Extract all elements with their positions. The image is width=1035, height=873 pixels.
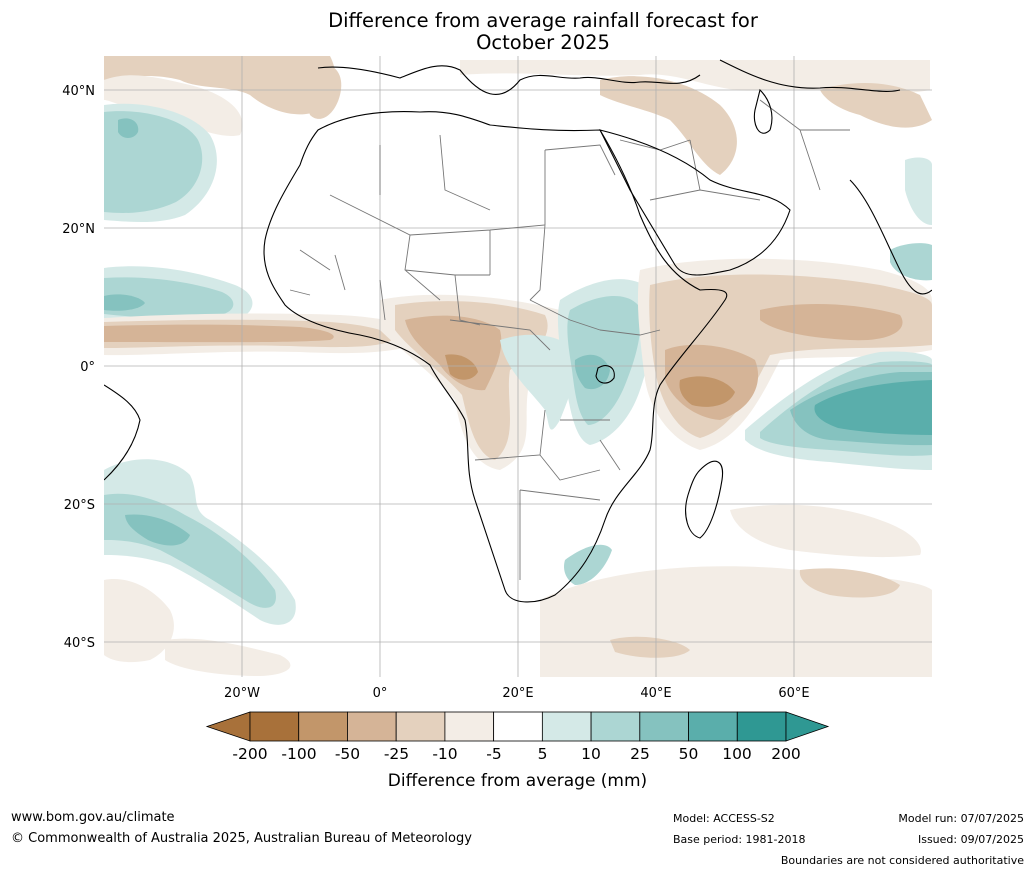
colorbar: -200 -100 -50 -25 -10 -5 5 10 25 50 100 … <box>205 711 830 791</box>
coastline-south-america <box>104 384 141 481</box>
coastline-arabia <box>598 129 791 276</box>
lat-label-40s: 40°S <box>64 636 95 651</box>
wet-region-central-africa-outer <box>500 334 577 430</box>
colorbar-tick-label: -50 <box>335 745 360 763</box>
colorbar-ticks: -200 -100 -50 -25 -10 -5 5 10 25 50 100 … <box>232 745 800 763</box>
footer-model-run: Model run: 07/07/2025 <box>898 812 1024 825</box>
colorbar-tick-label: 25 <box>630 745 650 763</box>
footer-model: Model: ACCESS-S2 <box>673 812 775 825</box>
latitude-labels: 40°N 20°N 0° 20°S 40°S <box>62 84 95 651</box>
colorbar-bin <box>541 711 592 742</box>
colorbar-bin <box>444 711 495 742</box>
rainfall-anomaly-shading <box>104 56 932 677</box>
dry-region-gulf-of-guinea-core <box>445 354 478 380</box>
colorbar-bin <box>298 711 348 742</box>
coastline-india <box>849 179 932 295</box>
dry-region-west-asia <box>820 83 932 128</box>
coastline-caspian <box>753 88 773 134</box>
lat-label-20s: 20°S <box>64 498 95 513</box>
wet-region-tropical-atlantic-core <box>104 294 145 311</box>
coastlines <box>104 59 932 603</box>
coastline-europe <box>317 59 901 96</box>
footer-copyright: © Commonwealth of Australia 2025, Austra… <box>11 831 472 846</box>
colorbar-tick-label: -25 <box>384 745 409 763</box>
colorbar-high-arrow <box>785 711 830 742</box>
dry-region-north-atlantic <box>104 56 336 115</box>
lat-label-0: 0° <box>80 360 95 375</box>
colorbar-tick-label: -200 <box>232 745 267 763</box>
colorbar-bin <box>736 711 787 742</box>
dry-region-indian-ocean-core <box>679 376 735 407</box>
colorbar-bins <box>249 711 787 742</box>
colorbar-bin <box>493 711 543 742</box>
lon-label-20e: 20°E <box>502 686 533 701</box>
lon-label-40e: 40°E <box>640 686 671 701</box>
map-title-line-2: October 2025 <box>476 31 610 54</box>
colorbar-bin <box>249 711 300 742</box>
colorbar-bin <box>639 711 689 742</box>
dry-region-south-east-light <box>730 504 921 558</box>
dry-region-south-atlantic-light <box>104 579 291 676</box>
footer-disclaimer: Boundaries are not considered authoritat… <box>780 854 1024 867</box>
dry-region-north-light <box>104 75 243 137</box>
colorbar-tick-label: 5 <box>538 745 548 763</box>
longitude-labels: 20°W 0° 20°E 40°E 60°E <box>224 686 810 701</box>
map-gridlines <box>104 56 932 677</box>
colorbar-tick-label: 100 <box>722 745 752 763</box>
colorbar-bin <box>590 711 641 742</box>
lon-label-0: 0° <box>373 686 388 701</box>
footer-issued: Issued: 09/07/2025 <box>917 833 1024 846</box>
map-panel <box>104 56 932 677</box>
lon-label-20w: 20°W <box>224 686 260 701</box>
colorbar-bin <box>688 711 738 742</box>
coastline-lake-victoria <box>595 365 615 384</box>
wet-region-east-africa-core <box>574 354 610 390</box>
map-title-line-1: Difference from average rainfall forecas… <box>328 9 758 32</box>
dry-region-mediterranean-east <box>600 76 737 175</box>
colorbar-bin <box>395 711 446 742</box>
colorbar-bin <box>347 711 397 742</box>
dry-region-mediterranean-light <box>460 60 930 94</box>
footer-base-period: Base period: 1981-2018 <box>673 833 806 846</box>
dry-region-iberia-coast <box>306 64 342 119</box>
dry-region-southern-ocean <box>610 568 900 658</box>
colorbar-tick-label: -100 <box>281 745 316 763</box>
wet-region-south-atlantic-core <box>125 514 190 546</box>
lat-label-20n: 20°N <box>62 222 95 237</box>
colorbar-tick-label: 10 <box>581 745 601 763</box>
colorbar-title: Difference from average (mm) <box>388 771 647 791</box>
wet-region-south-indian-ocean-core <box>814 380 932 435</box>
colorbar-low-arrow <box>205 711 251 742</box>
colorbar-tick-label: 50 <box>679 745 699 763</box>
lat-label-40n: 40°N <box>62 84 95 99</box>
colorbar-tick-label: -10 <box>432 745 457 763</box>
colorbar-tick-label: 200 <box>771 745 801 763</box>
dry-band-equatorial-atlantic-core <box>104 324 334 343</box>
footer-website: www.bom.gov.au/climate <box>11 810 175 825</box>
wet-region-north-atlantic-core <box>118 118 139 138</box>
colorbar-tick-label: -5 <box>486 745 501 763</box>
coastline-madagascar <box>685 460 724 539</box>
map-title: Difference from average rainfall forecas… <box>243 10 843 54</box>
country-boundaries <box>289 99 850 580</box>
wet-region-persian <box>905 157 932 225</box>
lon-label-60e: 60°E <box>778 686 809 701</box>
